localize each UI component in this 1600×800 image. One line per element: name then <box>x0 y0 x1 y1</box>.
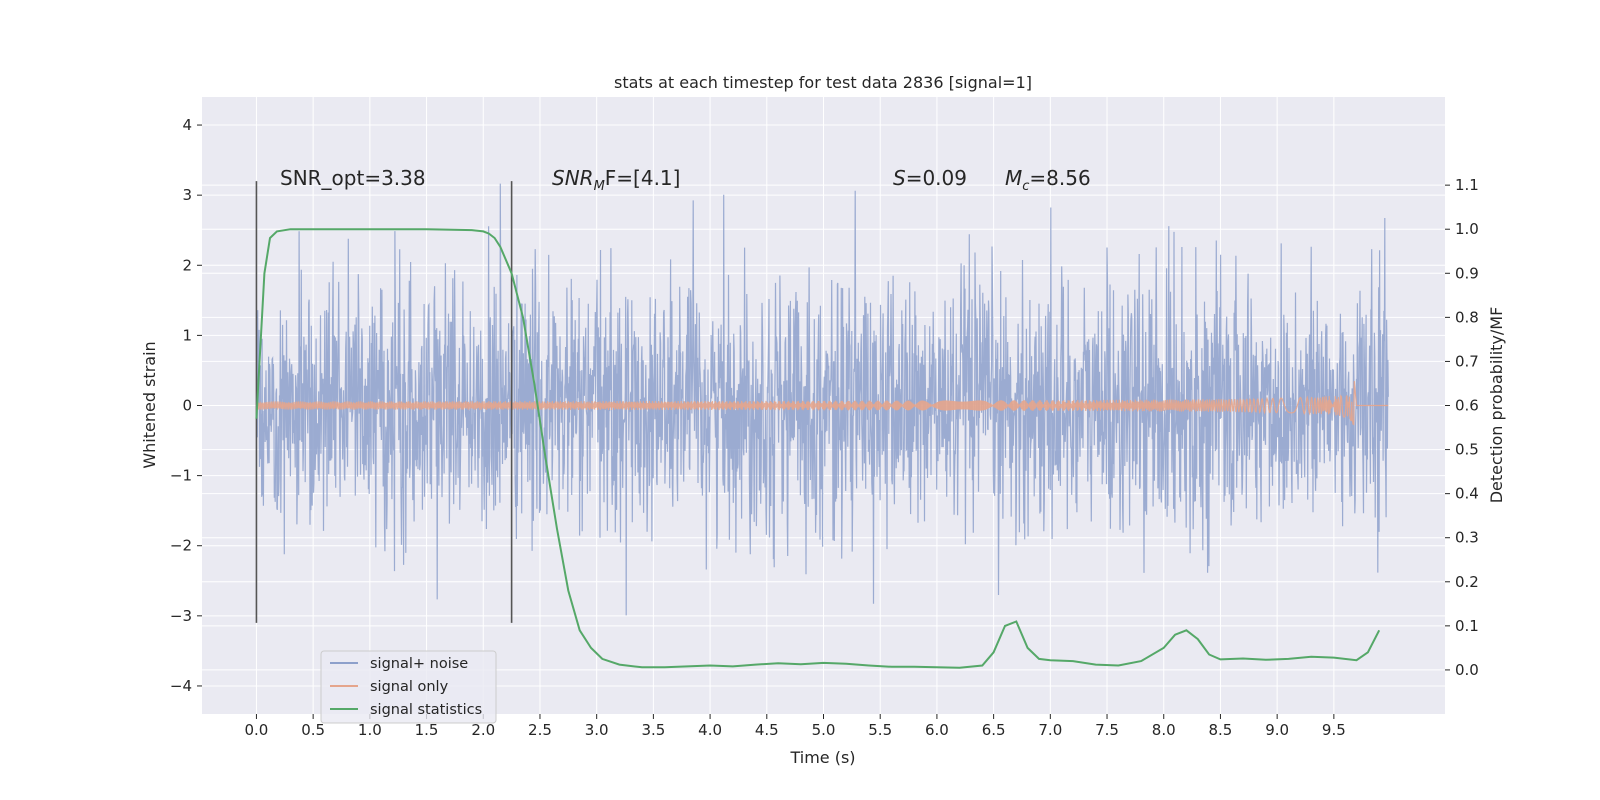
x-tick-label: 1.0 <box>358 721 382 739</box>
x-tick-label: 6.5 <box>982 721 1006 739</box>
signal-plus-noise-series <box>255 183 1389 616</box>
y-tick-label: −4 <box>170 677 192 695</box>
x-tick-label: 2.5 <box>528 721 552 739</box>
y-tick-label: 0 <box>182 397 192 415</box>
x-tick-label: 5.0 <box>812 721 836 739</box>
legend-box <box>320 650 497 724</box>
y2-tick-label: 1.1 <box>1455 176 1479 194</box>
y2-tick-label: 0.6 <box>1455 397 1479 415</box>
y2-tick-label: 0.1 <box>1455 617 1479 635</box>
x-tick-labels: 0.0 0.5 1.0 1.5 2.0 2.5 3.0 3.5 4.0 4.5 5.0 5.5 6.0 6… <box>245 714 1346 739</box>
y2-tick-label: 0.9 <box>1455 264 1479 282</box>
annotation-mc-sub: c <box>1022 179 1029 194</box>
y2-axis-label: Detection probability/MF <box>1487 307 1506 504</box>
x-tick-label: 7.0 <box>1038 721 1062 739</box>
x-tick-label: 1.5 <box>415 721 439 739</box>
y-tick-label: −3 <box>170 607 192 625</box>
y2-tick-label: 0.5 <box>1455 441 1479 459</box>
x-tick-label: 9.5 <box>1322 721 1346 739</box>
x-tick-label: 8.5 <box>1209 721 1233 739</box>
x-tick-label: 0.5 <box>301 721 325 739</box>
annotation-snr-mf-base: SNR <box>552 166 594 190</box>
x-tick-label: 3.0 <box>585 721 609 739</box>
legend: signal+ noise signal only signal statist… <box>320 650 497 724</box>
annotation-snr-mf: SNRMF=[4.1] <box>552 166 680 194</box>
x-tick-label: 7.5 <box>1095 721 1119 739</box>
legend-label-signal-statistics: signal statistics <box>370 702 482 718</box>
x-tick-label: 2.0 <box>471 721 495 739</box>
signal-statistics-line <box>255 228 1381 669</box>
x-tick-label: 4.0 <box>698 721 722 739</box>
annotation-s-value: =0.09 <box>906 166 967 190</box>
annotation-snr-mf-rest: F=[4.1] <box>605 166 681 190</box>
signal-only-line <box>255 381 1389 426</box>
legend-label-signal-only: signal only <box>370 679 449 695</box>
annotation-snr-mf-sub: M <box>594 179 605 194</box>
x-tick-label: 3.5 <box>641 721 665 739</box>
y2-tick-label: 1.0 <box>1455 220 1479 238</box>
chart-title: stats at each timestep for test data 283… <box>614 73 1032 92</box>
x-tick-label: 5.5 <box>868 721 892 739</box>
x-tick-label: 6.0 <box>925 721 949 739</box>
y-tick-label: 2 <box>182 256 192 274</box>
annotation-snr-opt: SNR_opt=3.38 <box>280 166 426 190</box>
x-tick-label: 0.0 <box>245 721 269 739</box>
x-tick-label: 9.0 <box>1265 721 1289 739</box>
y2-tick-label: 0.3 <box>1455 529 1479 547</box>
y2-tick-label: 0.0 <box>1455 661 1479 679</box>
y2-tick-label: 0.2 <box>1455 573 1479 591</box>
y2-tick-label: 0.8 <box>1455 308 1479 326</box>
legend-label-signal-noise: signal+ noise <box>370 656 468 672</box>
signal-statistics-series <box>255 228 1381 669</box>
x-axis-label: Time (s) <box>789 748 855 767</box>
y-axis-label: Whitened strain <box>140 341 159 468</box>
x-tick-label: 8.0 <box>1152 721 1176 739</box>
annotation-mc-symbol: M <box>1005 166 1022 190</box>
y-tick-label: 1 <box>182 326 192 344</box>
signal-plus-noise-line <box>255 183 1389 616</box>
annotation-s-symbol: S <box>893 166 906 190</box>
y-tick-label: −1 <box>170 467 192 485</box>
annotation-s: S=0.09 <box>893 166 967 190</box>
y2-tick-labels: 1.1 1.0 0.9 0.8 0.7 0.6 0.5 0.4 0.3 0.2 0.1 0.0 <box>1445 176 1479 679</box>
y-tick-labels: 4 3 2 1 0 −1 −2 −3 −4 <box>170 116 202 695</box>
x-tick-label: 4.5 <box>755 721 779 739</box>
y2-tick-label: 0.7 <box>1455 352 1479 370</box>
y-tick-label: 4 <box>182 116 192 134</box>
annotation-mc: Mc=8.56 <box>1005 166 1091 194</box>
annotation-mc-value: =8.56 <box>1029 166 1090 190</box>
y-tick-label: 3 <box>182 186 192 204</box>
y2-tick-label: 0.4 <box>1455 485 1479 503</box>
signal-only-series <box>255 381 1389 426</box>
y-tick-label: −2 <box>170 537 192 555</box>
